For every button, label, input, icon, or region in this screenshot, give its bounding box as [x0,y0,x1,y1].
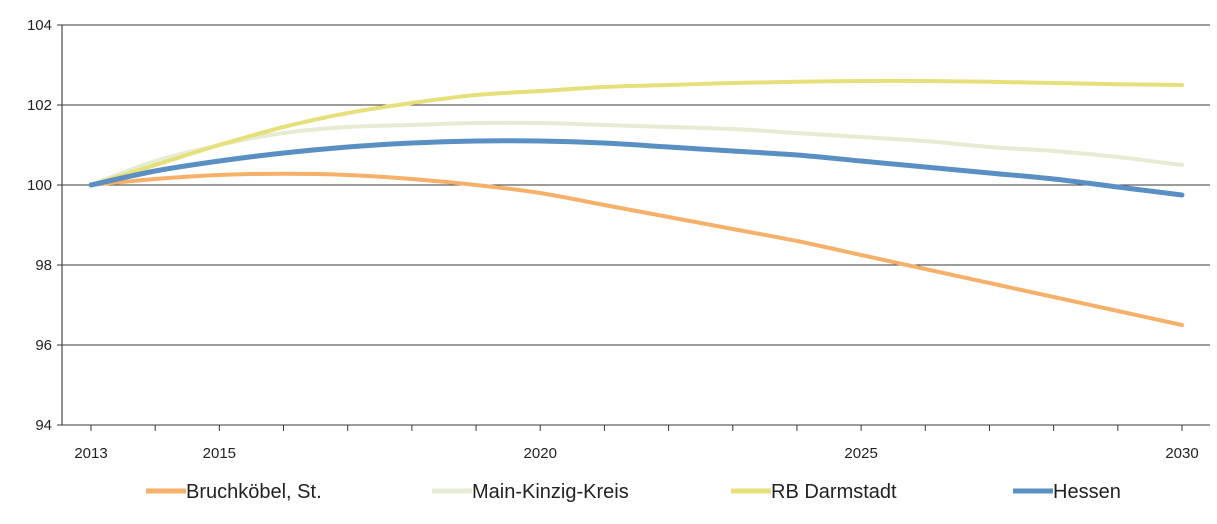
grid-layer [62,24,1210,426]
legend-label: RB Darmstadt [771,481,897,503]
legend-label: Bruchköbel, St. [186,481,322,503]
x-tick-label: 2030 [1165,445,1198,462]
series-line-2 [89,78,1184,187]
series-line-3 [88,138,1185,198]
series-line-0 [89,171,1184,327]
series-layer [88,78,1185,327]
x-tick-label: 2015 [203,445,236,462]
y-tick-label: 96 [35,337,52,354]
y-tick-label: 100 [27,177,52,194]
legend-label: Hessen [1053,481,1121,503]
series-line-1 [89,120,1184,187]
y-tick-label: 94 [35,417,52,434]
y-tick-label: 98 [35,257,52,274]
legend: Bruchköbel, St. Main-Kinzig-Kreis RB Darms… [146,481,1121,503]
axis-layer: 94 96 98 100 102 104 2013 2015 2020 2025 2030 [27,17,1199,462]
y-tick-label: 102 [27,97,52,114]
x-tick-label: 2025 [844,445,877,462]
legend-label: Main-Kinzig-Kreis [472,481,629,503]
y-tick-label: 104 [27,17,52,34]
x-tick-label: 2020 [524,445,557,462]
x-tick-label: 2013 [74,445,107,462]
